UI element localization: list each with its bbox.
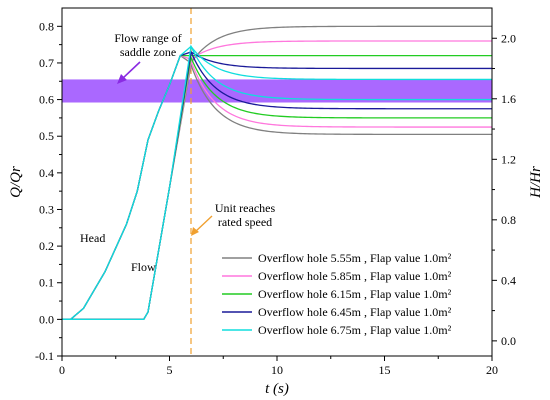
head-line-0 <box>62 25 492 321</box>
x-tick-label: 10 <box>271 363 283 377</box>
y-left-tick-label: 0.2 <box>39 239 54 253</box>
head-line-1 <box>62 40 492 321</box>
legend-label-1: Overflow hole 5.85m , Flap value 1.0m² <box>258 269 452 283</box>
flow-label: Flow <box>131 260 156 274</box>
ticks-layer: 0 5 10 15 20 -0.1 0.0 0.1 0.2 0.3 0.4 0.5 0.6 0.7 0.8 0… <box>35 19 516 377</box>
saddle-arrow-head <box>117 74 127 84</box>
head-line-2 <box>62 54 492 321</box>
y-left-tick-label: 0.3 <box>39 202 54 216</box>
head-label: Head <box>80 231 105 245</box>
legend-label-3: Overflow hole 6.45m , Flap value 1.0m² <box>258 305 452 319</box>
y-right-axis-title: H/Hr <box>528 166 544 199</box>
y-left-tick-label: 0.5 <box>39 129 54 143</box>
legend-label-2: Overflow hole 6.15m , Flap value 1.0m² <box>258 287 452 301</box>
rated-arrow-head <box>191 227 199 236</box>
head-line-3 <box>62 51 492 321</box>
rated-arrow-shaft <box>194 215 213 233</box>
y-right-tick-label: 1.2 <box>501 152 516 166</box>
y-right-tick-label: 2.0 <box>501 31 516 45</box>
flow-line-3 <box>62 49 492 321</box>
y-left-tick-label: 0.8 <box>39 19 54 33</box>
y-left-axis-title: Q/Qr <box>8 166 24 198</box>
series-layer <box>62 25 492 321</box>
flow-line-4 <box>62 44 492 321</box>
legend-label-0: Overflow hole 5.55m , Flap value 1.0m² <box>258 251 452 265</box>
x-tick-label: 0 <box>59 363 65 377</box>
rated-annotation: Unit reaches rated speed <box>191 201 275 236</box>
saddle-label-line2: saddle zone <box>120 45 176 59</box>
y-left-tick-label: -0.1 <box>35 349 54 363</box>
plot-frame <box>61 7 493 357</box>
y-left-tick-label: 0.6 <box>39 93 54 107</box>
x-tick-label: 20 <box>486 363 498 377</box>
legend: Overflow hole 5.55m , Flap value 1.0m² Ov… <box>222 251 452 337</box>
y-left-tick-label: 0.0 <box>39 312 54 326</box>
saddle-arrow-shaft <box>121 61 141 80</box>
y-left-tick-label: 0.1 <box>39 276 54 290</box>
rated-label-line2: rated speed <box>218 215 272 229</box>
y-right-tick-label: 0.0 <box>501 334 516 348</box>
saddle-annotation: Flow range of saddle zone <box>114 31 182 84</box>
y-left-tick-label: 0.4 <box>39 166 54 180</box>
flow-line-1 <box>62 58 492 321</box>
saddle-label-line1: Flow range of <box>114 31 181 45</box>
x-tick-label: 5 <box>167 363 173 377</box>
flow-line-2 <box>62 55 492 321</box>
rated-label-line1: Unit reaches <box>215 201 276 215</box>
y-right-tick-label: 1.6 <box>501 92 516 106</box>
x-tick-label: 15 <box>379 363 391 377</box>
head-line-4 <box>62 45 492 321</box>
flow-line-0 <box>62 62 492 321</box>
legend-label-4: Overflow hole 6.75m , Flap value 1.0m² <box>258 323 452 337</box>
y-right-tick-label: 0.4 <box>501 273 516 287</box>
x-axis-title: t (s) <box>265 381 289 397</box>
y-right-tick-label: 0.8 <box>501 213 516 227</box>
y-left-tick-label: 0.7 <box>39 56 54 70</box>
